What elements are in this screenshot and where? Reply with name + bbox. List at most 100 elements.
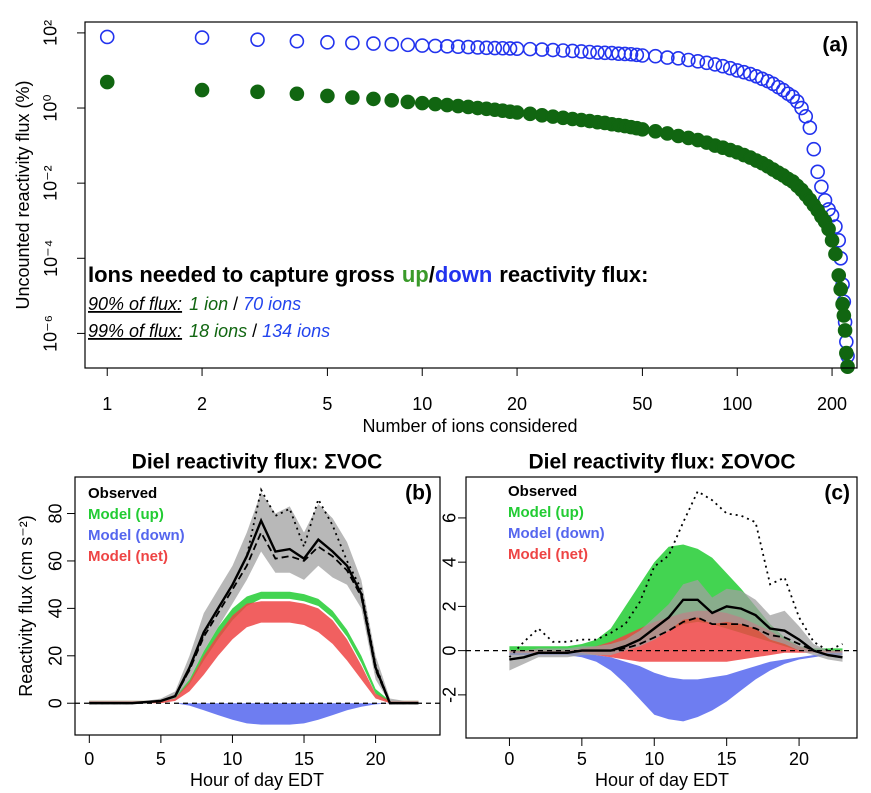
annotation-part: 90% of flux: xyxy=(88,294,182,314)
line xyxy=(508,490,843,658)
panel-label: (b) xyxy=(405,482,432,505)
data-point xyxy=(715,58,731,74)
y-tick-label: 10⁻² xyxy=(41,165,61,201)
annotation-part: / xyxy=(252,321,257,341)
panel-label: (c) xyxy=(824,482,850,505)
y-tick-label: 10⁻⁴ xyxy=(41,240,61,277)
data-point xyxy=(635,122,650,137)
data-point xyxy=(831,268,847,283)
data-point xyxy=(320,35,335,50)
data-point xyxy=(400,94,416,110)
x-axis-label: Number of ions considered xyxy=(362,416,577,436)
panel-label: (a) xyxy=(822,34,848,57)
legend-entry: Model (net) xyxy=(88,548,168,565)
data-point xyxy=(487,40,503,56)
annotation-part: up xyxy=(402,262,429,287)
data-point xyxy=(629,47,645,63)
data-point xyxy=(840,359,855,374)
x-tick-label: 20 xyxy=(507,394,527,414)
data-point xyxy=(648,124,663,139)
panel: 1 2 5 10 20 50 100 200 10⁻⁶ 10⁻⁴ 10⁻² 10⁰ 10² Number … xyxy=(13,20,858,436)
x-tick-label: 200 xyxy=(817,394,847,414)
data-point xyxy=(400,37,416,53)
y-axis-label: Uncounted reactivity flux (%) xyxy=(13,80,33,309)
line xyxy=(89,517,419,705)
legend-entry: Model (net) xyxy=(508,546,588,563)
x-tick-label: 10 xyxy=(644,749,664,769)
data-point xyxy=(509,105,525,120)
data-point xyxy=(414,95,430,111)
legend-entry: Observed xyxy=(88,485,157,502)
data-point xyxy=(574,44,589,59)
data-point xyxy=(690,54,706,69)
annotation-part: reactivity flux: xyxy=(499,262,648,287)
annotation-part: 18 ions xyxy=(189,321,247,341)
annotation-part: / xyxy=(233,294,238,314)
data-point xyxy=(99,29,115,45)
y-tick-label: 60 xyxy=(46,551,66,571)
y-tick-label: 0 xyxy=(440,646,460,656)
band xyxy=(89,703,419,725)
data-point xyxy=(699,55,715,71)
data-point xyxy=(289,33,305,49)
panel: 0 5 10 15 20 0 20 40 60 80 Hour of day EDT Reactivi… xyxy=(16,451,441,790)
x-tick-label: 5 xyxy=(322,394,332,414)
data-point xyxy=(427,96,443,112)
data-point xyxy=(828,246,843,262)
y-tick-label: 40 xyxy=(46,598,66,618)
x-tick-label: 100 xyxy=(722,394,752,414)
y-tick-label: 4 xyxy=(440,557,460,567)
data-point xyxy=(623,46,639,62)
data-point xyxy=(495,40,510,56)
data-point xyxy=(814,179,829,195)
data-point xyxy=(582,44,597,60)
data-point xyxy=(427,38,443,54)
data-point xyxy=(802,120,818,135)
legend-entry: Model (down) xyxy=(508,525,605,542)
y-tick-label: 2 xyxy=(440,601,460,611)
x-tick-label: 5 xyxy=(156,749,166,769)
data-point xyxy=(648,48,663,64)
data-point xyxy=(810,164,825,180)
data-point xyxy=(837,323,853,338)
data-point xyxy=(470,40,486,55)
legend-entry: Observed xyxy=(508,483,577,500)
data-point xyxy=(833,281,848,297)
annotation-part: Ions needed to capture gross xyxy=(88,262,395,287)
data-point xyxy=(534,42,550,57)
data-point xyxy=(384,93,400,108)
data-point xyxy=(522,106,538,122)
x-tick-label: 10 xyxy=(412,394,432,414)
annotation-headline: Ions needed to capture gross up/down react… xyxy=(88,262,648,287)
data-point xyxy=(414,38,430,53)
y-tick-label: 6 xyxy=(440,513,460,523)
data-point xyxy=(806,141,822,157)
data-point xyxy=(794,100,809,116)
data-point xyxy=(565,43,580,59)
data-point xyxy=(194,82,210,98)
data-point xyxy=(785,89,801,105)
x-tick-label: 5 xyxy=(577,749,587,769)
data-point xyxy=(839,345,854,361)
plot-frame xyxy=(74,476,441,736)
data-point xyxy=(384,36,400,52)
x-tick-label: 20 xyxy=(366,749,386,769)
x-tick-label: 1 xyxy=(102,394,112,414)
data-point xyxy=(824,233,840,248)
data-point xyxy=(729,63,745,78)
plot-frame xyxy=(84,21,858,369)
data-point xyxy=(450,39,466,54)
data-point xyxy=(502,41,518,56)
x-tick-label: 50 xyxy=(632,394,652,414)
data-point xyxy=(320,88,335,104)
data-point xyxy=(345,35,360,51)
x-tick-label: 0 xyxy=(504,749,514,769)
panel: 0 5 10 15 20 -2 0 2 4 6 Hour of day EDT Diel reacti… xyxy=(440,451,858,790)
band xyxy=(89,591,419,704)
data-point xyxy=(660,50,675,65)
annotation-part: 99% of flux: xyxy=(88,321,182,341)
x-tick-label: 20 xyxy=(789,749,809,769)
y-tick-label: 0 xyxy=(46,698,66,708)
data-point xyxy=(194,30,210,45)
band xyxy=(509,579,843,671)
